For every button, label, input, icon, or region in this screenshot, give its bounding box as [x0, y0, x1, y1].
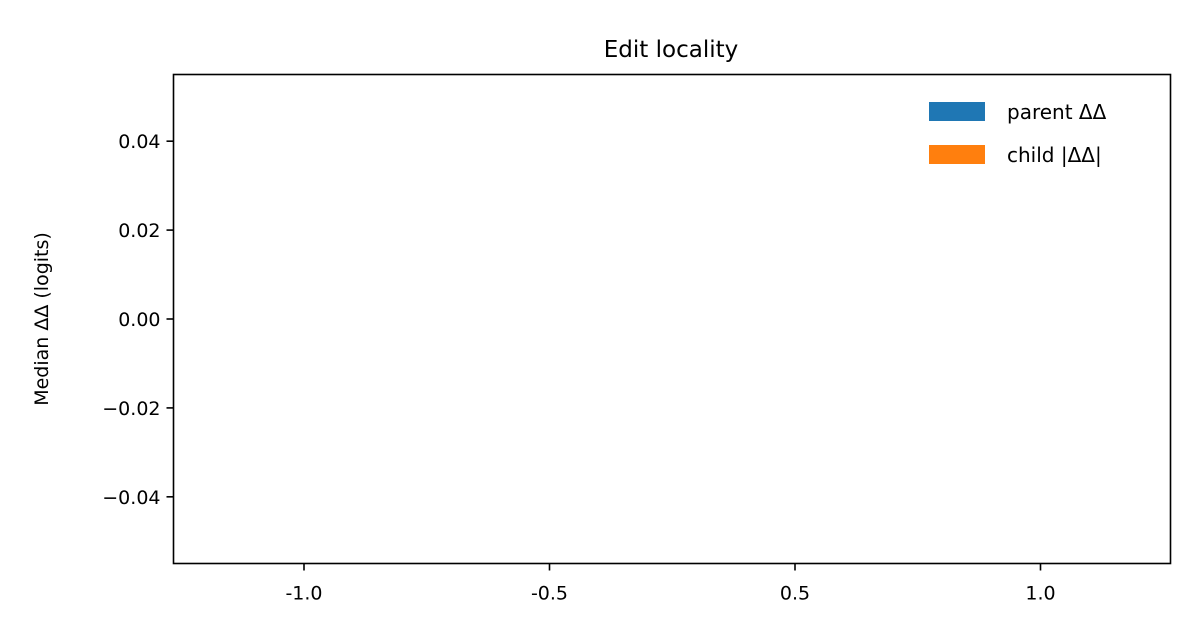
y-tick-label: 0.02: [118, 220, 160, 242]
legend: parent ΔΔ child |ΔΔ|: [929, 100, 1107, 167]
chart-title: Edit locality: [604, 37, 738, 63]
y-tick-label: −0.04: [102, 487, 160, 509]
x-tick-label: 1.0: [1025, 583, 1055, 605]
legend-label: parent ΔΔ: [1007, 100, 1107, 124]
y-axis-label: Median ΔΔ (logits): [31, 232, 53, 406]
x-tick-label: -0.5: [531, 583, 568, 605]
y-tick-label: −0.02: [102, 398, 160, 420]
legend-swatch: [929, 145, 985, 164]
x-tick-label: -1.0: [285, 583, 322, 605]
x-ticks-group: -1.0 -0.5 0.5 1.0: [285, 563, 1056, 605]
x-tick-label: 0.5: [780, 583, 810, 605]
y-ticks-group: 0.04 0.02 0.00 −0.02 −0.04: [102, 131, 174, 509]
y-tick-label: 0.00: [118, 309, 160, 331]
legend-label: child |ΔΔ|: [1007, 143, 1102, 167]
y-tick-label: 0.04: [118, 131, 160, 153]
legend-swatch: [929, 102, 985, 121]
plot-area-frame: [172, 73, 1172, 565]
